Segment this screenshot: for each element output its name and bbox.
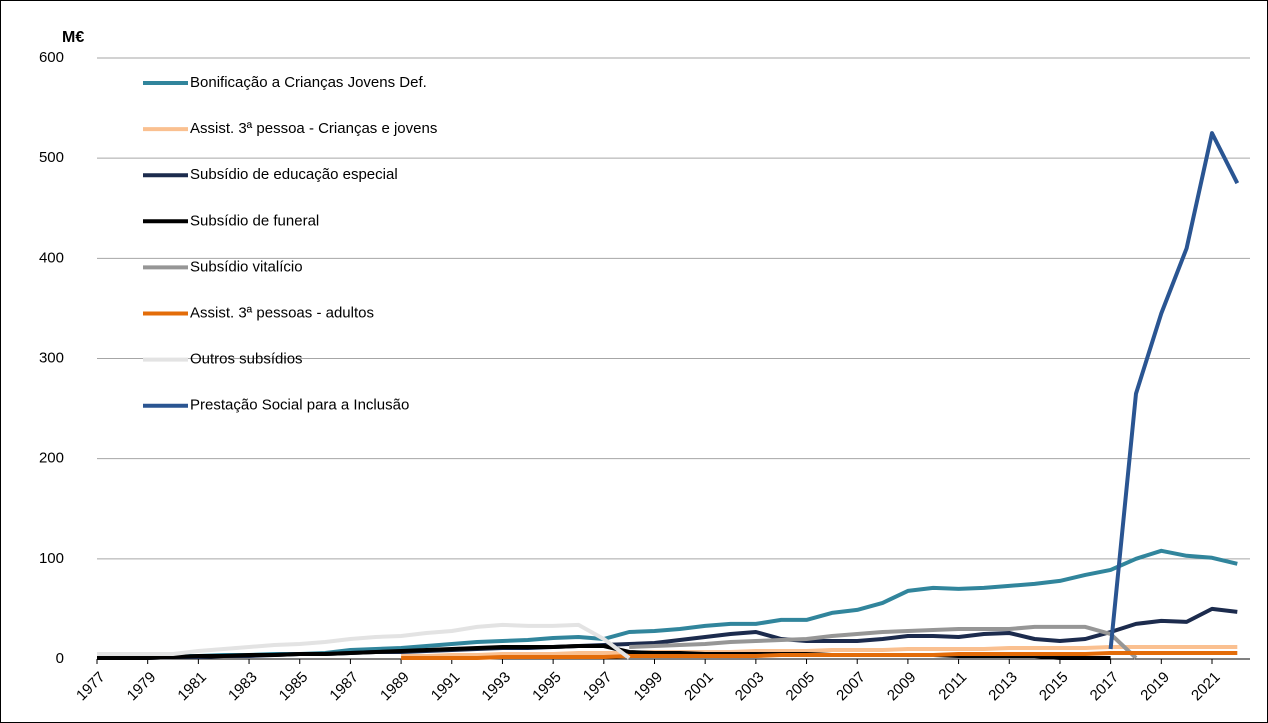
y-axis-label: M€ <box>62 29 84 46</box>
series-line <box>629 624 1138 660</box>
legend-label: Bonificação a Crianças Jovens Def. <box>190 74 427 91</box>
legend-label: Assist. 3ª pessoa - Crianças e jovens <box>190 120 437 137</box>
legend-label: Subsídio vitalício <box>190 258 303 275</box>
legend-label: Subsídio de funeral <box>190 212 319 229</box>
legend-label: Prestação Social para a Inclusão <box>190 397 409 414</box>
legend-label: Outros subsídios <box>190 351 303 368</box>
series-line <box>401 651 1238 660</box>
y-tick-label: 300 <box>39 349 64 366</box>
legend-label: Assist. 3ª pessoas - adultos <box>190 304 374 321</box>
y-tick-label: 500 <box>39 149 64 166</box>
y-tick-label: 100 <box>39 550 64 567</box>
series-line <box>97 622 631 660</box>
series-line <box>401 645 1238 658</box>
y-tick-label: 0 <box>56 650 64 667</box>
legend-label: Subsídio de educação especial <box>190 166 398 183</box>
y-tick-label: 200 <box>39 450 64 467</box>
series-line <box>1108 131 1240 650</box>
y-tick-label: 600 <box>39 49 64 66</box>
y-tick-label: 400 <box>39 249 64 266</box>
